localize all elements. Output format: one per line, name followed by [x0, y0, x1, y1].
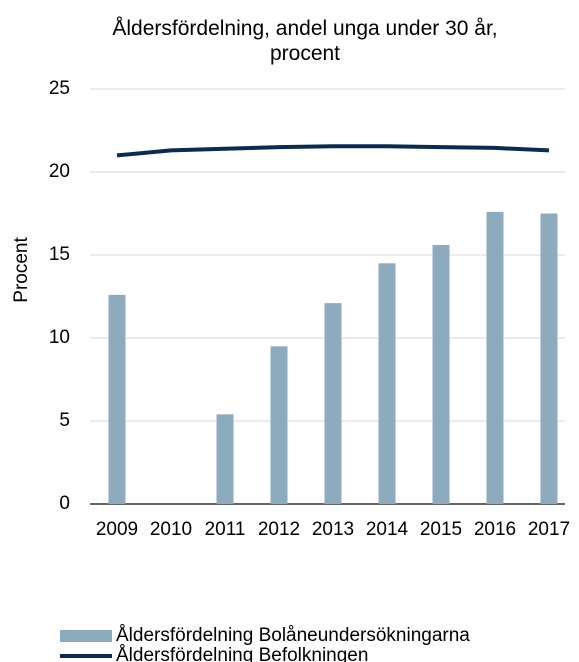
x-tick-label: 2014	[366, 519, 409, 540]
y-tick-label: 25	[49, 78, 70, 99]
y-tick-label: 15	[49, 244, 70, 265]
y-tick-label: 20	[49, 161, 70, 182]
legend-label: Åldersfördelning Bolåneundersökningarna	[116, 625, 470, 646]
x-tick-label: 2016	[474, 519, 516, 540]
chart-title: Åldersfördelning, andel unga under 30 år…	[112, 17, 498, 65]
x-tick-label: 2009	[96, 519, 138, 540]
y-axis-label: Procent	[11, 237, 32, 303]
x-tick-label: 2010	[150, 519, 192, 540]
bar	[486, 211, 504, 504]
x-tick-label: 2011	[205, 519, 246, 540]
bar	[270, 346, 288, 504]
bar	[540, 213, 558, 504]
legend-swatch	[60, 630, 112, 642]
bar	[324, 303, 342, 504]
x-tick-label: 2013	[312, 519, 354, 540]
bar	[378, 263, 396, 504]
y-tick-label: 0	[59, 493, 70, 514]
x-tick-label: 2015	[420, 519, 462, 540]
y-tick-label: 5	[59, 410, 70, 431]
bar	[108, 294, 126, 504]
y-tick-label: 10	[49, 327, 70, 348]
bar	[432, 245, 450, 505]
bar	[216, 414, 234, 504]
x-tick-label: 2017	[528, 519, 570, 540]
x-tick-label: 2012	[258, 519, 300, 540]
line	[116, 144, 550, 158]
legend-label: Åldersfördelning Befolkningen	[116, 645, 368, 662]
